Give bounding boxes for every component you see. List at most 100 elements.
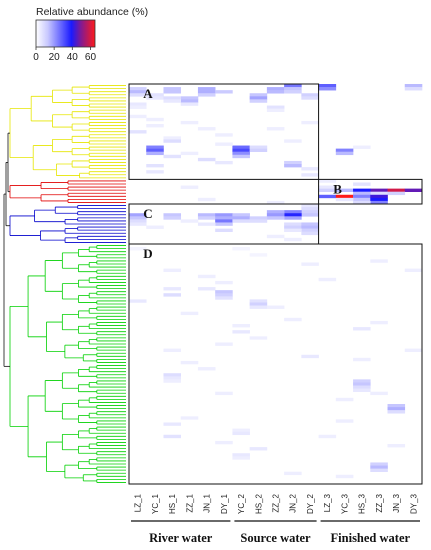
heatmap-cell <box>232 324 250 328</box>
heatmap-cell <box>129 219 147 223</box>
heatmap-cell <box>232 148 250 152</box>
heatmap-cell <box>180 102 199 106</box>
heatmap-cell <box>215 216 233 220</box>
heatmap-cell <box>129 216 147 220</box>
heatmap-cell <box>284 210 302 214</box>
heatmap-cell <box>284 87 302 91</box>
heatmap-cell <box>301 120 319 125</box>
heatmap-cell <box>301 225 319 229</box>
heatmap-cell <box>284 222 302 226</box>
heatmap-cell <box>197 87 216 91</box>
heatmap-cell <box>266 127 285 131</box>
heatmap-cell <box>353 182 371 186</box>
heatmap-cell <box>301 262 319 266</box>
heatmap-cell <box>129 222 147 226</box>
heatmap-cell <box>215 440 233 445</box>
heatmap-cell <box>163 99 182 103</box>
heatmap-cell <box>232 145 250 149</box>
heatmap-cell <box>197 157 216 162</box>
sample-label: ZZ_2 <box>272 493 281 512</box>
legend-tick-label: 40 <box>67 52 79 63</box>
heatmap-cell <box>266 108 285 112</box>
legend-tick-label: 60 <box>85 52 97 63</box>
heatmap-cell <box>301 231 319 236</box>
heatmap-cell <box>249 99 268 103</box>
heatmap-cell <box>301 167 319 171</box>
heatmap-cell <box>335 148 354 152</box>
heatmap-cell <box>353 382 371 386</box>
heatmap-cell <box>180 96 199 100</box>
heatmap-cell <box>232 219 250 223</box>
heatmap-cell <box>180 99 199 103</box>
heatmap-cell <box>284 160 302 165</box>
legend-bar <box>35 19 96 48</box>
sample-label: DY_1 <box>220 493 229 514</box>
heatmap-cell <box>163 213 182 217</box>
cluster-box-B <box>318 178 423 205</box>
sample-label: LZ_3 <box>323 493 332 512</box>
heatmap-cell <box>301 354 319 359</box>
heatmap-cell <box>370 191 388 196</box>
heatmap-cell <box>266 305 285 309</box>
heatmap-cell <box>163 348 182 352</box>
cluster-box-D <box>128 243 423 485</box>
heatmap-cell <box>215 133 233 137</box>
heatmap-cell <box>266 216 285 220</box>
heatmap-cell <box>301 222 319 226</box>
heatmap-cell <box>163 268 182 272</box>
heatmap-cell <box>249 299 268 303</box>
sample-label: LZ_1 <box>134 493 143 512</box>
legend-tick-label: 0 <box>33 52 39 63</box>
sample-label: YC_3 <box>340 493 349 514</box>
heatmap-cell <box>284 225 302 229</box>
heatmap-cell <box>387 191 406 196</box>
heatmap-cell <box>215 90 233 94</box>
heatmap-cell <box>301 93 319 97</box>
heatmap-cell <box>353 327 371 331</box>
heatmap-cell <box>163 379 182 383</box>
group-label: Finished water <box>331 531 411 545</box>
heatmap-cell <box>353 388 371 392</box>
heatmap-cell <box>129 102 147 106</box>
heatmap-cell <box>163 434 182 439</box>
heatmap-cell <box>163 373 182 377</box>
sample-label: YC_2 <box>237 493 246 514</box>
heatmap-cell <box>335 188 354 192</box>
heatmap-cell <box>232 154 250 159</box>
heatmap-cell <box>266 90 285 94</box>
sample-label: HS_3 <box>358 493 367 514</box>
heatmap-cell <box>197 367 216 371</box>
heatmap-cell <box>146 151 164 156</box>
heatmap-cell <box>353 379 371 383</box>
heatmap-cell <box>215 160 233 165</box>
legend-title: Relative abundance (%) <box>36 6 148 18</box>
heatmap-cell <box>370 320 388 325</box>
heatmap-cell <box>146 145 164 149</box>
heatmap-cell <box>318 194 337 199</box>
legend-tick-label: 20 <box>49 52 61 63</box>
cluster-label-A: A <box>143 86 153 101</box>
heatmap-cell <box>163 422 182 426</box>
heatmap-cell <box>215 228 233 232</box>
heatmap-cell <box>215 391 233 396</box>
heatmap-cell <box>197 216 216 220</box>
heatmap-cell <box>163 136 182 140</box>
heatmap-cell <box>266 210 285 214</box>
heatmap-cell <box>370 462 388 466</box>
heatmap-cell <box>284 471 302 476</box>
heatmap-cell <box>266 234 285 239</box>
heatmap-cell <box>301 210 319 214</box>
heatmap-cell <box>215 342 233 346</box>
heatmap-cell <box>404 188 423 192</box>
heatmap-cell <box>215 280 233 285</box>
heatmap-cell <box>129 114 147 119</box>
group-labels: River water Source water Finished water <box>131 520 420 545</box>
heatmap-cell <box>197 274 216 279</box>
heatmap-cell <box>266 87 285 91</box>
heatmap-cell <box>163 139 182 143</box>
heatmap-cell <box>370 200 388 205</box>
heatmap-cell <box>335 397 354 402</box>
heatmap-cell <box>301 173 319 177</box>
heatmap-cell <box>197 197 216 202</box>
